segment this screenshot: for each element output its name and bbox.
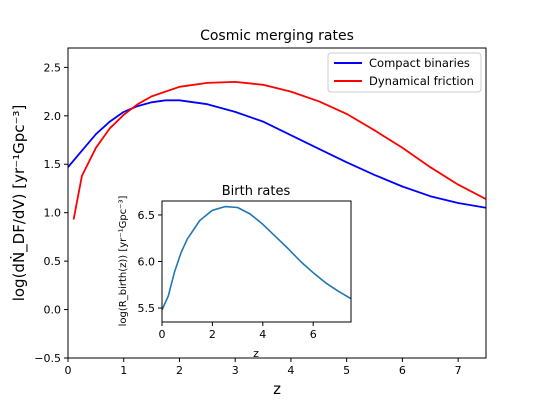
main-y-tick-label: 0.0 — [44, 304, 62, 317]
main-plot-frame — [67, 47, 487, 359]
main-y-tick-label: 1.0 — [44, 207, 62, 220]
inset-x-axis-label: z — [253, 347, 259, 360]
inset-chart: Birth rates 0 2 4 6 5.5 6.0 6.5 z log(R_birth(… — [118, 184, 352, 360]
inset-axis-ticks: 0 2 4 6 5.5 6.0 6.5 — [138, 209, 317, 341]
main-x-tick-label: 4 — [287, 364, 294, 377]
main-x-tick-label: 1 — [120, 364, 127, 377]
inset-y-axis-label: log(R_birth(z)) [yr⁻¹Gpc⁻³] — [118, 196, 129, 327]
main-x-tick-label: 5 — [343, 364, 350, 377]
inset-x-tick-label: 0 — [159, 328, 166, 341]
main-y-tick-label: 0.5 — [44, 255, 62, 268]
main-x-tick-label: 7 — [455, 364, 462, 377]
main-y-tick-label: 1.5 — [44, 158, 62, 171]
inset-chart-title: Birth rates — [222, 184, 291, 199]
main-y-tick-label: 2.0 — [44, 110, 62, 123]
inset-y-tick-label: 5.5 — [138, 302, 156, 315]
main-x-tick-label: 0 — [65, 364, 72, 377]
main-series-line-compact-binaries — [68, 99, 486, 209]
main-y-tick-label: −0.5 — [34, 352, 61, 365]
legend-box — [327, 52, 482, 93]
main-x-tick-label: 6 — [399, 364, 406, 377]
legend-label-compact-binaries: Compact binaries — [369, 56, 470, 70]
main-axis-ticks: 0 1 2 3 4 5 6 7 −0.5 0.0 0.5 1.0 1.5 2.0 2.5 — [34, 61, 461, 377]
legend: Compact binaries Dynamical friction — [327, 52, 482, 93]
main-y-tick-label: 2.5 — [44, 61, 62, 74]
inset-series-line-curve — [162, 205, 351, 311]
main-series-line-dynamical-friction — [72, 81, 486, 220]
legend-label-dynamical-friction: Dynamical friction — [369, 74, 474, 88]
inset-x-tick-label: 4 — [259, 328, 266, 341]
inset-series-lines — [162, 205, 351, 311]
inset-background — [162, 201, 351, 322]
main-y-axis-label: log(dṄ_DF/dV) [yr⁻¹Gpc⁻³] — [9, 105, 29, 302]
main-x-axis-label: z — [273, 380, 281, 398]
main-series-lines — [68, 81, 486, 220]
main-chart-title: Cosmic merging rates — [200, 28, 354, 44]
inset-x-tick-label: 6 — [310, 328, 317, 341]
main-x-tick-label: 2 — [176, 364, 183, 377]
main-x-tick-label: 3 — [232, 364, 239, 377]
main-chart: Cosmic merging rates 0 1 2 3 4 5 6 7 −0.5 0.0 0.5 1… — [9, 28, 487, 398]
inset-y-tick-label: 6.5 — [138, 209, 156, 222]
inset-x-tick-label: 2 — [209, 328, 216, 341]
inset-y-tick-label: 6.0 — [138, 255, 156, 268]
